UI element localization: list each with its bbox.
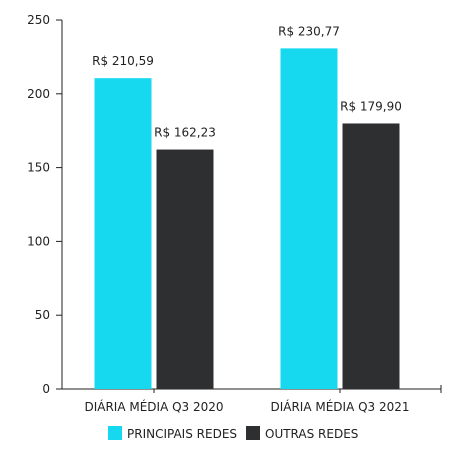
bar-outras-redes [156,149,214,389]
legend-swatch-principais-redes [108,426,122,440]
bar-value-label: R$ 230,77 [278,24,340,38]
bar-value-label: R$ 162,23 [154,126,216,140]
y-tick-label: 100 [27,234,50,248]
legend-swatch-outras-redes [246,426,260,440]
y-tick-label: 150 [27,161,50,175]
x-category-label: DIÁRIA MÉDIA Q3 2021 [270,399,409,414]
legend-label: PRINCIPAIS REDES [127,427,237,441]
bar-value-label: R$ 210,59 [92,54,154,68]
legend-label: OUTRAS REDES [265,427,358,441]
x-category-label: DIÁRIA MÉDIA Q3 2020 [84,399,223,414]
bar-principais-redes [94,78,152,389]
y-tick-label: 250 [27,13,50,27]
y-tick-label: 0 [42,382,50,396]
bar-value-label: R$ 179,90 [340,99,402,113]
y-tick-label: 50 [35,308,50,322]
y-tick-label: 200 [27,87,50,101]
bar-outras-redes [342,123,400,390]
bar-principais-redes [280,48,338,389]
